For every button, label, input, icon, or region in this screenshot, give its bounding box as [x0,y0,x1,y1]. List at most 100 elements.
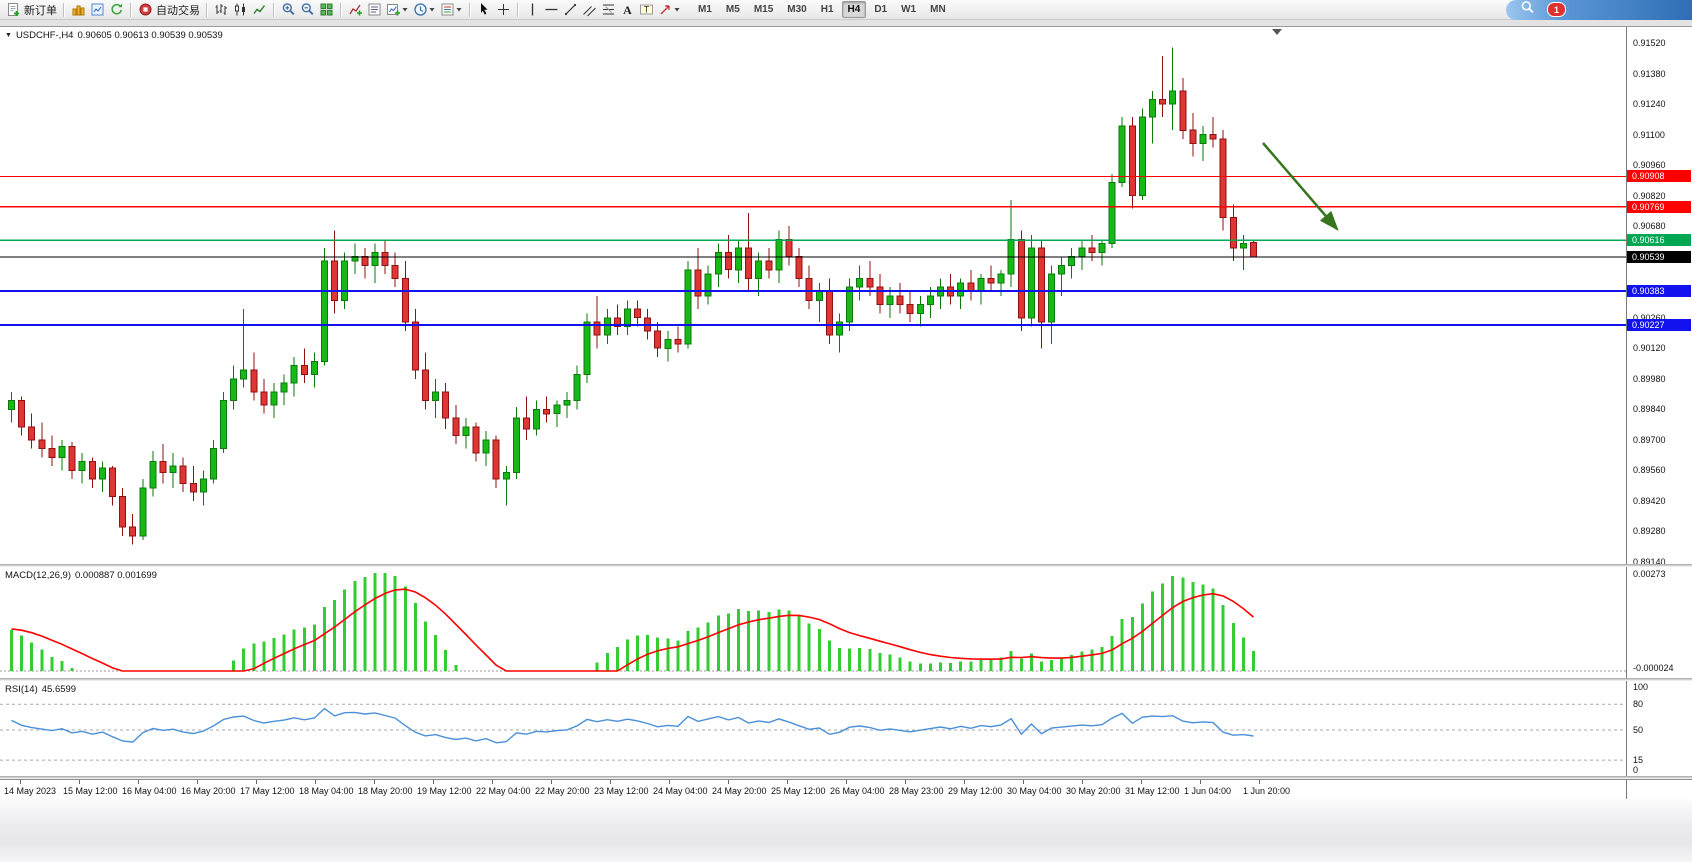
svg-text:T: T [644,5,650,15]
candle-body [472,426,480,454]
vline-icon [531,3,534,16]
timeframe-mn-button[interactable]: MN [930,4,946,15]
trendline-button[interactable] [561,1,580,19]
candle-body [109,467,116,498]
macd-bar [969,661,973,671]
candlestick-chart [0,29,1626,545]
chart-collapse-icon[interactable]: ▼ [5,32,12,39]
arrows-button[interactable] [656,1,683,19]
time-tick [787,780,788,784]
taskbar-area [0,798,1692,862]
candle-body [957,282,965,297]
macd-axis[interactable]: 0.00273 -0.000024 [1626,567,1692,678]
macd-bar [706,622,710,671]
fibonacci-button[interactable] [599,1,618,19]
macd-bar [726,613,730,671]
chart-shift-marker [1272,29,1282,35]
macd-signal-line [11,588,1255,672]
tile-windows-button[interactable] [317,1,336,19]
time-tick [20,780,21,784]
time-axis[interactable]: 14 May 2023 15 May 12:00 16 May 04:00 16 Ma… [0,779,1692,799]
zoom-in-button[interactable] [279,1,298,19]
periods-button[interactable] [411,1,438,19]
timeframe-h1-button[interactable]: H1 [820,4,834,15]
macd-bar [696,627,700,671]
clock-icon [414,3,427,16]
candle-body [78,461,86,471]
panel-splitter[interactable] [0,564,1692,567]
rsi-axis[interactable]: 100 80 50 15 0 [1626,681,1692,776]
crosshair-button[interactable] [494,1,513,19]
candle-body [553,404,561,415]
indicators-icon [349,4,362,16]
price-tick-label: 0.89420 [1633,496,1666,506]
macd-bar [757,610,761,671]
refresh-button[interactable] [107,1,126,19]
timeframe-m5-button[interactable]: M5 [725,4,740,15]
bar-chart-button[interactable] [212,1,231,19]
panel-splitter[interactable] [0,776,1692,779]
macd-bar [626,639,629,671]
candle-body [886,295,894,306]
macd-bar [1161,583,1165,671]
time-tick-label: 30 May 04:00 [1007,786,1062,796]
cursor-icon [481,3,488,15]
macd-bar [1120,618,1124,671]
macd-bar [232,660,236,671]
horizontal-line-button[interactable] [542,1,561,19]
candle-body [1058,264,1066,275]
candlestick-chart-button[interactable] [231,1,250,19]
candle-body [341,260,349,301]
candle-body [684,269,692,345]
candle-body [714,251,722,275]
new-chart-button[interactable] [384,1,411,19]
text-button[interactable]: A [618,1,637,19]
notification-badge[interactable]: 1 [1547,2,1566,17]
macd-bar [1050,660,1053,671]
macd-bar [1241,637,1245,671]
time-tick [1141,780,1142,784]
macd-bar [1151,591,1154,671]
indicators-button[interactable] [346,1,365,19]
timeframe-m30-button[interactable]: M30 [787,4,807,15]
time-tick [846,780,847,784]
time-tick-label: 22 May 04:00 [476,786,531,796]
time-tick-label: 19 May 12:00 [417,786,472,796]
macd-bar [1040,661,1043,671]
zoom-out-button[interactable] [298,1,317,19]
price-level-tag: 0.90616 [1627,234,1691,246]
autotrading-button[interactable]: 自动交易 [136,1,202,19]
macd-bar [868,649,872,671]
panel-splitter[interactable] [0,678,1692,681]
timeframe-d1-button[interactable]: D1 [874,4,888,15]
channel-button[interactable] [580,1,599,19]
candle-body [1219,138,1227,218]
search-icon[interactable] [1520,0,1535,20]
price-axis[interactable]: 0.90908 0.90769 0.90616 0.90539 0.90383 0.902… [1626,27,1692,565]
vertical-line-button[interactable] [523,1,542,19]
price-tick-label: 0.89840 [1633,404,1666,414]
timeframe-h4-button[interactable]: H4 [841,1,867,18]
macd-bar [1231,623,1235,671]
time-tick-label: 25 May 12:00 [771,786,826,796]
fibo-icon [603,4,614,15]
new-order-button[interactable]: 新订单 [4,1,59,19]
cursor-button[interactable] [475,1,494,19]
rsi-line [11,707,1254,744]
macd-bar [827,640,831,671]
channel-icon [583,6,596,17]
objects-list-button[interactable] [365,1,384,19]
timeframe-m1-button[interactable]: M1 [698,4,712,15]
timeframe-w1-button[interactable]: W1 [901,4,917,15]
templates-button[interactable] [438,1,465,19]
candle-body [634,308,641,319]
macd-bar [60,660,64,671]
timeframe-m15-button[interactable]: M15 [753,4,774,15]
macd-bar [898,657,902,671]
data-window-button[interactable] [88,1,107,19]
market-watch-button[interactable] [69,1,88,19]
line-chart-button[interactable] [250,1,269,19]
candle-body [310,360,318,375]
text-label-button[interactable]: T [637,1,656,19]
data-window-icon [91,3,104,16]
